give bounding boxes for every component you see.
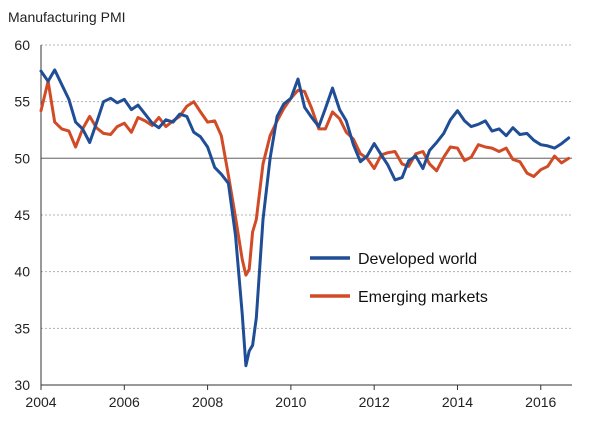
y-tick-label: 50 (14, 150, 30, 166)
grid-lines (41, 44, 572, 329)
x-tick-label: 2010 (275, 394, 306, 410)
x-tick-label: 2016 (525, 394, 556, 410)
y-tick-label: 45 (14, 207, 30, 223)
x-tick-label: 2004 (25, 394, 56, 410)
legend: Developed world Emerging markets (310, 251, 488, 306)
series-layer (39, 68, 571, 368)
x-tick-label: 2008 (192, 394, 223, 410)
y-tick-label: 35 (14, 320, 30, 336)
legend-label: Developed world (358, 251, 477, 268)
y-tick-label: 55 (14, 94, 30, 110)
chart-title: Manufacturing PMI (8, 9, 126, 25)
y-tick-label: 40 (14, 264, 30, 280)
y-axis: 30 35 40 45 50 55 60 (14, 37, 42, 393)
series-line-developed-world (39, 68, 571, 368)
x-tick-label: 2014 (442, 394, 473, 410)
x-axis: 2004 2006 2008 2010 2012 2014 2016 (25, 384, 572, 410)
x-tick-label: 2006 (109, 394, 140, 410)
legend-label: Emerging markets (358, 289, 488, 306)
x-tick-label: 2012 (359, 394, 390, 410)
series-line-emerging-markets (39, 79, 571, 277)
y-tick-label: 30 (14, 377, 30, 393)
y-tick-label: 60 (14, 37, 30, 53)
